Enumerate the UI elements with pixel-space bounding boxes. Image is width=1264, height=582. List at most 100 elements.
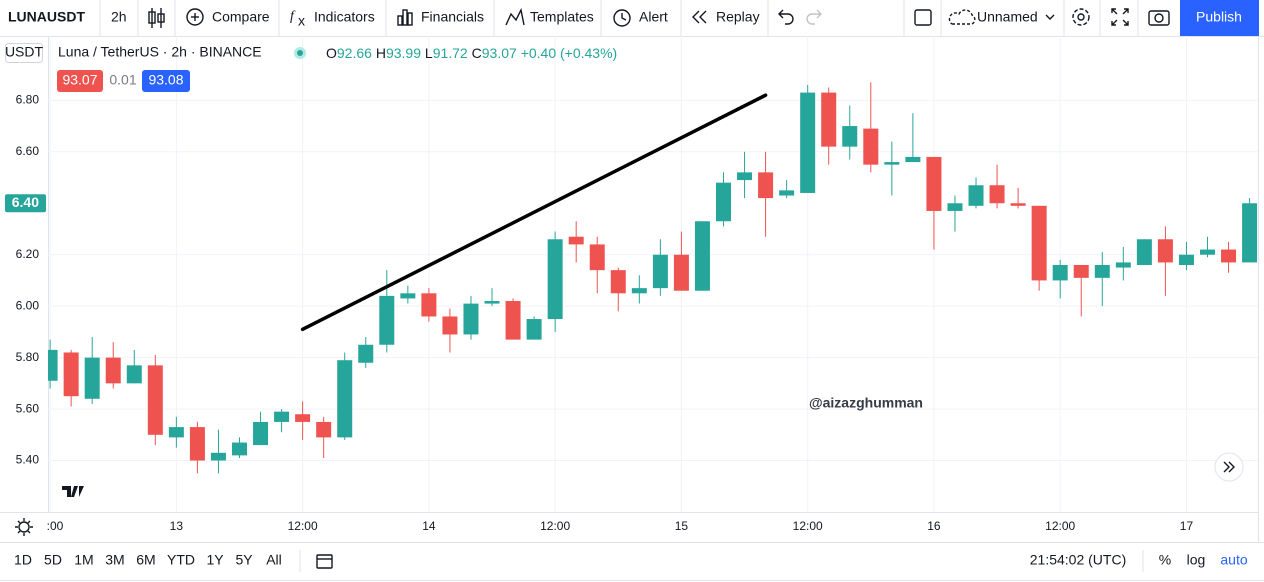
time-axis: :00 13 12:00 14 12:00 15 12:00 16 12:00 17 [47, 519, 1194, 533]
range-button[interactable]: 5D [44, 552, 62, 568]
y-tick-label: 6.80 [16, 92, 40, 106]
ohlc-value: 93.99 [386, 45, 421, 61]
clock: 21:54:02 (UTC) [1030, 552, 1126, 568]
y-tick-label: 5.60 [16, 401, 40, 415]
ohlc-key: L [425, 45, 433, 61]
range-button[interactable]: 1Y [206, 552, 224, 568]
candle-body [1031, 205, 1047, 281]
range-button[interactable]: 1D [14, 552, 32, 568]
candle-body [105, 357, 121, 384]
y-tick-label: 5.80 [16, 350, 40, 364]
candle-body [1010, 203, 1026, 206]
indicators-icon[interactable]: f [290, 9, 296, 24]
scroll-to-end[interactable] [1214, 452, 1244, 482]
candle-body [274, 411, 290, 422]
ohlc-value: 92.66 [337, 45, 372, 61]
timezone-icon[interactable] [15, 518, 33, 536]
symbol[interactable]: LUNAUSDT [8, 9, 85, 25]
candle-body [1115, 262, 1131, 268]
candle-body [147, 365, 163, 435]
ohlc-value: 91.72 [433, 45, 468, 61]
candle-body [253, 421, 269, 446]
candle-body [189, 427, 205, 461]
candle-body [210, 452, 226, 461]
financials-button[interactable]: Financials [421, 9, 484, 25]
candle-body [1221, 249, 1237, 263]
bid[interactable]: 93.07 [62, 72, 97, 88]
replay-button[interactable]: Replay [716, 9, 760, 25]
templates-icon[interactable] [505, 7, 525, 26]
candle-body [715, 182, 731, 222]
candle-body [1052, 264, 1068, 281]
candle-body [484, 301, 500, 304]
x-tick-label: :00 [47, 519, 64, 533]
candle-body [821, 92, 837, 147]
range-button[interactable]: 1M [74, 552, 93, 568]
range-button[interactable]: 5Y [235, 552, 253, 568]
goto-date-icon[interactable] [316, 554, 333, 569]
candle-body [568, 236, 584, 245]
financials-icon[interactable] [397, 9, 413, 26]
market-status [297, 50, 303, 56]
publish-button[interactable]: Publish [1196, 9, 1242, 25]
candle-body [48, 349, 58, 381]
undo-icon[interactable] [778, 9, 794, 25]
publish-background[interactable] [1180, 0, 1259, 36]
y-tick-label: 6.00 [16, 298, 40, 312]
fullscreen-icon[interactable] [1111, 8, 1129, 26]
redo-icon[interactable] [806, 9, 822, 25]
range-button[interactable]: All [266, 552, 282, 568]
auto-toggle[interactable]: auto [1220, 552, 1247, 568]
candle-body [884, 162, 900, 165]
layout-icon[interactable] [914, 9, 932, 26]
candle-body [168, 427, 184, 438]
replay-icon[interactable] [692, 10, 707, 24]
tv-logo [62, 486, 84, 497]
chart-type-icon[interactable] [148, 8, 165, 28]
x-tick-label: 12:00 [288, 519, 318, 533]
candle-body [905, 156, 921, 163]
x-tick-label: 12:00 [793, 519, 823, 533]
layout-menu-icon[interactable] [1045, 14, 1055, 20]
candle-body [863, 128, 879, 165]
ask-badge[interactable] [142, 70, 190, 92]
candle-body [758, 172, 774, 199]
candle-body [947, 203, 963, 211]
templates-button[interactable]: Templates [530, 9, 594, 25]
candle-body [126, 365, 142, 384]
indicators-button[interactable]: Indicators [314, 9, 375, 25]
candle-body [400, 293, 416, 299]
settings-icon[interactable] [1072, 8, 1090, 26]
candle-body [358, 344, 374, 363]
price-axis: 5.40 5.60 5.80 6.00 6.20 6.60 6.80 [16, 92, 40, 466]
ask[interactable]: 93.08 [148, 72, 183, 88]
x-tick-label: 12:00 [1045, 519, 1075, 533]
range-button[interactable]: 6M [136, 552, 155, 568]
snapshot-icon[interactable] [1148, 10, 1170, 26]
candle-body [295, 414, 311, 422]
ohlc-value: 93.07 [482, 45, 517, 61]
percent-toggle[interactable]: % [1159, 552, 1171, 568]
x-tick-label: 17 [1180, 519, 1194, 533]
cloud-icon[interactable] [948, 9, 976, 25]
range-button[interactable]: 3M [105, 552, 124, 568]
layout-name[interactable]: Unnamed [977, 9, 1038, 25]
candle-body [526, 319, 542, 340]
alert-icon[interactable] [613, 9, 631, 27]
interval[interactable]: 2h [111, 9, 127, 25]
last-price-label: 6.40 [12, 194, 39, 210]
candle-body [231, 442, 247, 456]
bid-badge[interactable] [57, 70, 103, 92]
compare-icon[interactable] [186, 8, 204, 26]
change: +0.40 (+0.43%) [521, 45, 618, 61]
range-button[interactable]: YTD [167, 552, 195, 568]
log-toggle[interactable]: log [1187, 552, 1206, 568]
compare-button[interactable]: Compare [212, 9, 270, 25]
candle-body [379, 295, 395, 345]
toolbar: LUNAUSDT 2h Compare f x Indicators Finan… [0, 0, 1264, 37]
candle-body [779, 190, 795, 196]
candle-body [673, 254, 689, 291]
alert-button[interactable]: Alert [639, 9, 668, 25]
candle-body [968, 185, 984, 206]
candle-body [547, 239, 563, 320]
